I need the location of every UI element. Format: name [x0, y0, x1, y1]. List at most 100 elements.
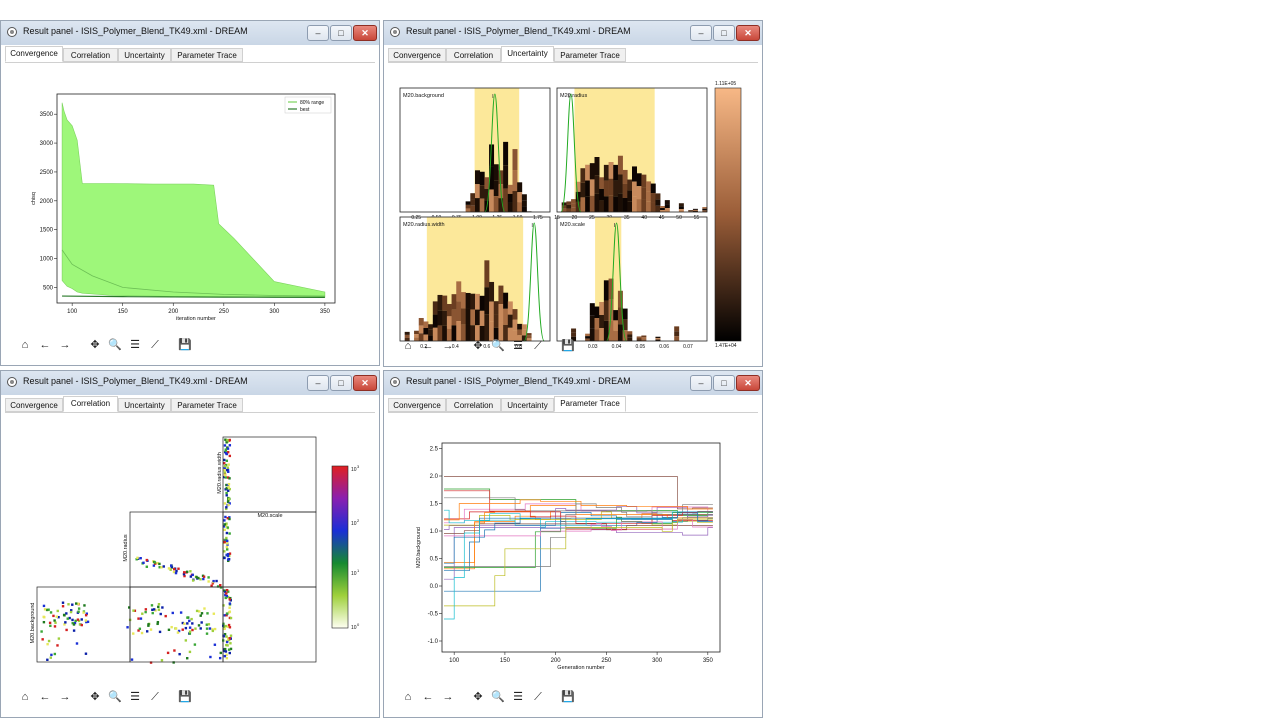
configure-subplots-icon[interactable]: ☰	[130, 691, 140, 703]
forward-icon[interactable]: →	[59, 339, 71, 351]
density-cell	[228, 487, 231, 491]
histogram-bar	[423, 321, 429, 328]
zoom-icon[interactable]: 🔍	[108, 691, 122, 703]
density-cell	[222, 604, 225, 607]
tab-uncertainty[interactable]: Uncertainty	[501, 398, 554, 412]
edit-axis-icon[interactable]: ⟋	[534, 340, 542, 352]
histogram-bar	[517, 182, 523, 193]
back-icon[interactable]: ←	[422, 340, 434, 352]
forward-icon[interactable]: →	[442, 691, 454, 703]
tab-uncertainty[interactable]: Uncertainty	[118, 48, 171, 62]
tab-convergence[interactable]: Convergence	[5, 398, 63, 412]
close-button[interactable]: ✕	[736, 375, 760, 391]
density-cell	[66, 617, 69, 620]
forward-icon[interactable]: →	[442, 340, 454, 352]
tab-convergence[interactable]: Convergence	[5, 46, 63, 62]
back-icon[interactable]: ←	[39, 339, 51, 351]
density-cell	[177, 567, 180, 570]
save-icon[interactable]: 💾	[178, 691, 192, 703]
home-icon[interactable]: ⌂	[404, 340, 412, 352]
histogram-bar	[589, 303, 595, 316]
density-cell	[227, 470, 230, 474]
density-cell	[141, 612, 144, 615]
histogram-bar	[603, 280, 609, 301]
y-tick-label: -0.5	[428, 612, 439, 618]
minimize-button[interactable]: –	[690, 25, 712, 41]
density-cell	[147, 623, 150, 626]
close-button[interactable]: ✕	[736, 25, 760, 41]
save-icon[interactable]: 💾	[561, 340, 575, 352]
save-icon[interactable]: 💾	[178, 339, 192, 351]
zoom-icon[interactable]: 🔍	[491, 340, 505, 352]
density-cell	[228, 626, 232, 629]
forward-icon[interactable]: →	[59, 691, 71, 703]
minimize-button[interactable]: –	[307, 375, 329, 391]
title-bar[interactable]: Result panel - ISIS_Polymer_Blend_TK49.x…	[384, 21, 762, 45]
histogram-bar	[571, 336, 577, 341]
histogram-bar	[599, 314, 605, 328]
tab-correlation[interactable]: Correlation	[63, 396, 118, 412]
home-icon[interactable]: ⌂	[21, 339, 29, 351]
maximize-button[interactable]: □	[330, 25, 352, 41]
pan-icon[interactable]: ✥	[90, 691, 100, 703]
configure-subplots-icon[interactable]: ☰	[130, 339, 140, 351]
density-cell	[189, 570, 192, 573]
tab-parameter-trace[interactable]: Parameter Trace	[554, 396, 626, 412]
maximize-button[interactable]: □	[330, 375, 352, 391]
minimize-button[interactable]: –	[690, 375, 712, 391]
density-cell	[225, 459, 229, 462]
maximize-button[interactable]: □	[713, 25, 735, 41]
density-cell	[207, 580, 210, 583]
tab-correlation[interactable]: Correlation	[63, 48, 118, 62]
histogram-bar	[594, 193, 600, 212]
histogram-bar	[521, 335, 527, 341]
density-cell	[225, 483, 228, 487]
tab-parameter-trace[interactable]: Parameter Trace	[554, 48, 626, 62]
density-cell	[213, 627, 217, 631]
title-bar[interactable]: Result panel - ISIS_Polymer_Blend_TK49.x…	[1, 21, 379, 45]
edit-axis-icon[interactable]: ⟋	[534, 691, 542, 703]
pan-icon[interactable]: ✥	[473, 340, 483, 352]
tab-convergence[interactable]: Convergence	[388, 48, 446, 62]
histogram-bar	[599, 188, 605, 201]
density-cell	[160, 566, 163, 569]
minimize-button[interactable]: –	[307, 25, 329, 41]
save-icon[interactable]: 💾	[561, 691, 575, 703]
pan-icon[interactable]: ✥	[473, 691, 483, 703]
edit-axis-icon[interactable]: ⟋	[151, 339, 159, 351]
density-cell	[40, 630, 43, 633]
histogram-bar	[451, 309, 457, 326]
back-icon[interactable]: ←	[422, 691, 434, 703]
configure-subplots-icon[interactable]: ☰	[513, 691, 523, 703]
home-icon[interactable]: ⌂	[404, 691, 412, 703]
title-bar[interactable]: Result panel - ISIS_Polymer_Blend_TK49.x…	[384, 371, 762, 395]
close-button[interactable]: ✕	[353, 375, 377, 391]
density-cell	[130, 658, 134, 661]
back-icon[interactable]: ←	[39, 691, 51, 703]
configure-subplots-icon[interactable]: ☰	[513, 340, 523, 352]
histogram-bar	[613, 320, 619, 331]
y-tick-label: 2500	[40, 170, 54, 176]
tab-correlation[interactable]: Correlation	[446, 398, 501, 412]
title-bar[interactable]: Result panel - ISIS_Polymer_Blend_TK49.x…	[1, 371, 379, 395]
tab-correlation[interactable]: Correlation	[446, 48, 501, 62]
pan-icon[interactable]: ✥	[90, 339, 100, 351]
density-cell	[228, 477, 231, 480]
edit-axis-icon[interactable]: ⟋	[151, 691, 159, 703]
maximize-button[interactable]: □	[713, 375, 735, 391]
x-tick-label: 0.03	[588, 344, 598, 350]
histogram-bar	[622, 183, 628, 198]
zoom-icon[interactable]: 🔍	[491, 691, 505, 703]
tab-parameter-trace[interactable]: Parameter Trace	[171, 48, 243, 62]
range-area	[61, 102, 326, 298]
home-icon[interactable]: ⌂	[21, 691, 29, 703]
density-cell	[228, 532, 231, 535]
tab-uncertainty[interactable]: Uncertainty	[501, 46, 554, 62]
close-button[interactable]: ✕	[353, 25, 377, 41]
tab-parameter-trace[interactable]: Parameter Trace	[171, 398, 243, 412]
zoom-icon[interactable]: 🔍	[108, 339, 122, 351]
density-cell	[150, 604, 154, 607]
tab-convergence[interactable]: Convergence	[388, 398, 446, 412]
density-cell	[151, 608, 154, 611]
tab-uncertainty[interactable]: Uncertainty	[118, 398, 171, 412]
